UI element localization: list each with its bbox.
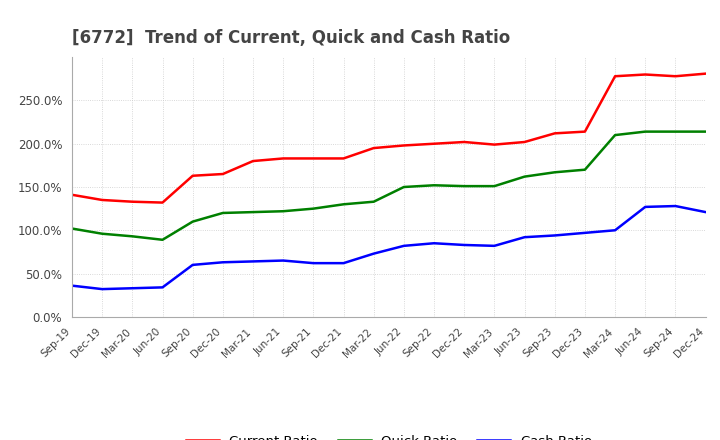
- Cash Ratio: [641, 204, 649, 209]
- Quick Ratio: [68, 226, 76, 231]
- Current Ratio: [671, 73, 680, 79]
- Cash Ratio: [68, 283, 76, 288]
- Quick Ratio: [128, 234, 137, 239]
- Cash Ratio: [189, 262, 197, 268]
- Cash Ratio: [550, 233, 559, 238]
- Cash Ratio: [671, 203, 680, 209]
- Current Ratio: [369, 145, 378, 150]
- Current Ratio: [430, 141, 438, 147]
- Cash Ratio: [521, 235, 529, 240]
- Quick Ratio: [309, 206, 318, 211]
- Quick Ratio: [369, 199, 378, 204]
- Cash Ratio: [339, 260, 348, 266]
- Quick Ratio: [98, 231, 107, 236]
- Current Ratio: [128, 199, 137, 204]
- Cash Ratio: [490, 243, 499, 249]
- Quick Ratio: [460, 183, 469, 189]
- Quick Ratio: [550, 170, 559, 175]
- Cash Ratio: [701, 209, 710, 215]
- Current Ratio: [641, 72, 649, 77]
- Current Ratio: [248, 158, 257, 164]
- Cash Ratio: [158, 285, 167, 290]
- Quick Ratio: [158, 237, 167, 242]
- Cash Ratio: [248, 259, 257, 264]
- Line: Current Ratio: Current Ratio: [72, 73, 706, 202]
- Quick Ratio: [701, 129, 710, 134]
- Quick Ratio: [611, 132, 619, 138]
- Line: Cash Ratio: Cash Ratio: [72, 206, 706, 289]
- Current Ratio: [490, 142, 499, 147]
- Quick Ratio: [430, 183, 438, 188]
- Current Ratio: [339, 156, 348, 161]
- Quick Ratio: [219, 210, 228, 216]
- Current Ratio: [219, 171, 228, 176]
- Current Ratio: [550, 131, 559, 136]
- Cash Ratio: [369, 251, 378, 256]
- Legend: Current Ratio, Quick Ratio, Cash Ratio: Current Ratio, Quick Ratio, Cash Ratio: [181, 429, 597, 440]
- Cash Ratio: [580, 230, 589, 235]
- Current Ratio: [611, 73, 619, 79]
- Current Ratio: [701, 71, 710, 76]
- Current Ratio: [189, 173, 197, 178]
- Current Ratio: [158, 200, 167, 205]
- Line: Quick Ratio: Quick Ratio: [72, 132, 706, 240]
- Quick Ratio: [279, 209, 287, 214]
- Current Ratio: [460, 139, 469, 145]
- Current Ratio: [309, 156, 318, 161]
- Cash Ratio: [279, 258, 287, 263]
- Cash Ratio: [430, 241, 438, 246]
- Quick Ratio: [339, 202, 348, 207]
- Cash Ratio: [460, 242, 469, 248]
- Current Ratio: [400, 143, 408, 148]
- Current Ratio: [68, 192, 76, 198]
- Quick Ratio: [189, 219, 197, 224]
- Quick Ratio: [490, 183, 499, 189]
- Cash Ratio: [98, 286, 107, 292]
- Quick Ratio: [671, 129, 680, 134]
- Current Ratio: [521, 139, 529, 145]
- Quick Ratio: [248, 209, 257, 215]
- Current Ratio: [98, 197, 107, 202]
- Current Ratio: [279, 156, 287, 161]
- Text: [6772]  Trend of Current, Quick and Cash Ratio: [6772] Trend of Current, Quick and Cash …: [72, 29, 510, 48]
- Current Ratio: [580, 129, 589, 134]
- Cash Ratio: [400, 243, 408, 249]
- Quick Ratio: [580, 167, 589, 172]
- Cash Ratio: [611, 227, 619, 233]
- Cash Ratio: [219, 260, 228, 265]
- Quick Ratio: [400, 184, 408, 190]
- Cash Ratio: [309, 260, 318, 266]
- Quick Ratio: [641, 129, 649, 134]
- Cash Ratio: [128, 286, 137, 291]
- Quick Ratio: [521, 174, 529, 179]
